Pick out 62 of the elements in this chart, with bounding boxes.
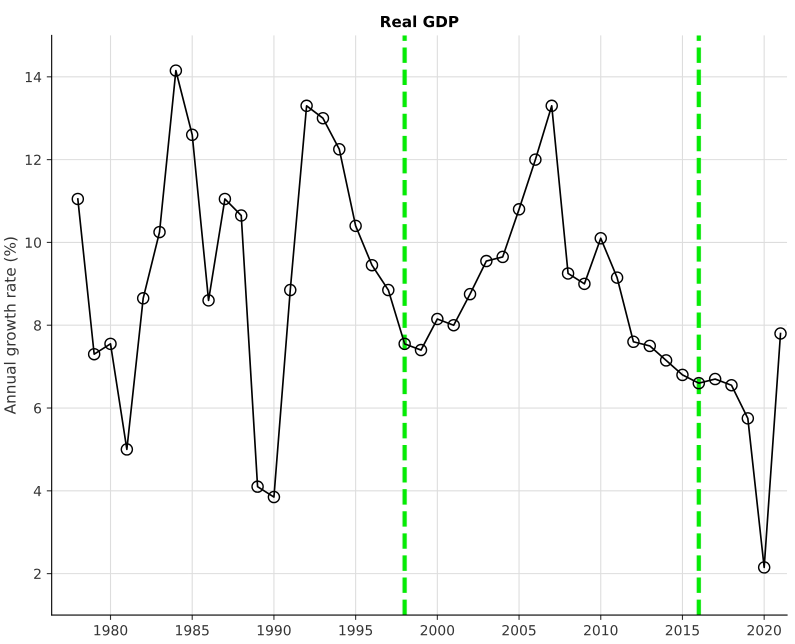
x-tick-label: 2020 xyxy=(748,624,781,636)
point xyxy=(594,232,608,245)
y-axis-title: Annual growth rate (%) xyxy=(4,237,19,414)
x-tick-label: 2010 xyxy=(584,624,618,636)
point xyxy=(725,379,738,392)
point xyxy=(88,348,100,360)
x-tick-label: 1995 xyxy=(339,624,372,636)
point xyxy=(660,354,672,367)
point xyxy=(676,368,689,382)
y-tick-label: 10 xyxy=(26,237,42,248)
point xyxy=(104,338,117,350)
point xyxy=(464,288,476,300)
y-tick-label: 6 xyxy=(34,402,42,414)
x-tick-label: 1985 xyxy=(176,624,209,636)
point xyxy=(742,412,754,425)
y-tick-label: 8 xyxy=(34,320,41,331)
y-tick-label: 12 xyxy=(26,154,41,165)
point xyxy=(562,267,574,280)
point xyxy=(284,284,297,296)
point xyxy=(431,312,444,326)
point xyxy=(447,318,460,332)
y-tick-label: 4 xyxy=(34,486,42,496)
point xyxy=(170,64,182,77)
point xyxy=(578,278,591,290)
point xyxy=(774,327,787,340)
x-tick-label: 2005 xyxy=(502,624,536,636)
point xyxy=(234,209,248,222)
point xyxy=(202,294,215,307)
point xyxy=(529,153,542,166)
point xyxy=(153,226,166,238)
point xyxy=(480,254,493,268)
chart-title: Real GDP xyxy=(381,15,458,28)
point xyxy=(398,338,411,350)
point xyxy=(120,443,134,456)
point xyxy=(692,376,706,390)
point xyxy=(251,480,264,493)
point xyxy=(366,258,378,272)
y-tick-label: 2 xyxy=(34,568,41,579)
point xyxy=(268,490,280,504)
point xyxy=(627,336,640,348)
point xyxy=(349,220,362,232)
point xyxy=(758,561,770,574)
x-tick-label: 1980 xyxy=(94,624,128,636)
point xyxy=(218,192,232,206)
point xyxy=(644,340,656,352)
point xyxy=(708,372,722,386)
x-tick-label: 2000 xyxy=(420,624,454,636)
point xyxy=(382,284,395,296)
point xyxy=(72,192,84,206)
y-tick-label: 14 xyxy=(26,72,42,82)
point xyxy=(136,292,150,305)
point xyxy=(333,143,346,156)
x-tick-label: 1990 xyxy=(258,624,291,636)
point xyxy=(300,100,313,112)
point xyxy=(414,344,428,356)
x-tick-label: 2015 xyxy=(666,624,699,636)
point xyxy=(610,271,624,284)
point xyxy=(186,128,198,142)
point xyxy=(316,112,330,124)
point xyxy=(512,203,526,216)
point xyxy=(545,100,558,112)
point xyxy=(496,250,509,264)
